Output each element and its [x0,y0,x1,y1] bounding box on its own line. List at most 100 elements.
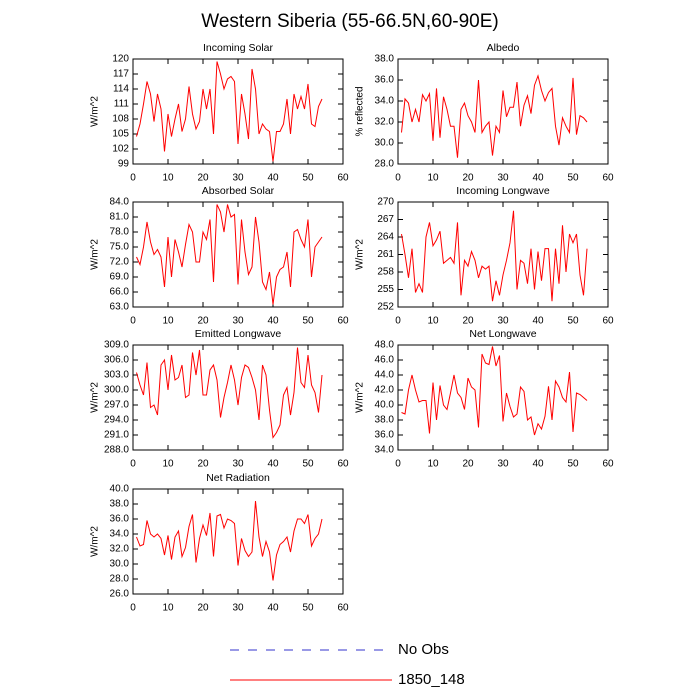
data-line [401,210,588,302]
plot-frame [132,488,344,595]
y-tick-label: 300.0 [104,385,129,396]
y-tick-label: 297.0 [104,400,129,411]
y-tick-label: 32.0 [375,117,395,128]
data-line [401,346,588,436]
x-tick-label: 40 [267,459,279,470]
panel-title: Net Radiation [206,472,270,484]
y-tick-label: 44.0 [375,370,395,381]
y-tick-label: 303.0 [104,370,129,381]
x-tick-label: 50 [567,459,579,470]
data-line [136,204,323,305]
y-tick-label: 267 [377,214,394,225]
y-tick-label: 72.0 [110,257,130,268]
y-tick-label: 40.0 [110,484,130,495]
y-tick-label: 40.0 [375,400,395,411]
plot-frame [397,344,609,451]
x-tick-label: 20 [462,316,474,327]
y-tick-label: 105 [112,129,129,140]
y-tick-label: 66.0 [110,287,130,298]
y-tick-label: 309.0 [104,340,129,351]
y-tick-label: 36.0 [375,75,395,86]
x-tick-label: 30 [232,316,244,327]
x-tick-label: 60 [602,173,614,184]
plot-frame [132,58,344,165]
x-tick-label: 20 [197,459,209,470]
y-tick-label: 252 [377,302,394,313]
y-tick-label: 48.0 [375,340,395,351]
y-tick-label: 108 [112,114,129,125]
y-axis-label: W/m^2 [90,239,101,270]
legend-label: No Obs [398,641,449,658]
y-tick-label: 117 [113,69,129,80]
x-tick-label: 50 [302,173,314,184]
y-tick-label: 38.0 [375,415,395,426]
y-tick-label: 28.0 [375,159,395,170]
x-tick-label: 20 [197,173,209,184]
x-tick-label: 30 [497,459,509,470]
x-tick-label: 60 [337,459,349,470]
legend-label: 1850_148 [398,671,465,688]
y-tick-label: 261 [377,249,394,260]
x-tick-label: 0 [395,173,401,184]
data-line [136,347,323,439]
y-tick-label: 42.0 [375,385,395,396]
x-tick-label: 0 [130,459,136,470]
y-tick-label: 32.0 [110,544,130,555]
y-tick-label: 78.0 [110,227,130,238]
x-tick-label: 60 [602,316,614,327]
x-tick-label: 10 [162,316,174,327]
data-line [401,74,588,158]
x-tick-label: 40 [267,603,279,614]
plot-frame [132,344,344,451]
y-tick-label: 294.0 [104,415,129,426]
y-tick-label: 114 [113,84,129,95]
figure-title: Western Siberia (55-66.5N,60-90E) [201,11,498,32]
panel-title: Emitted Longwave [195,328,282,340]
panel-title: Absorbed Solar [202,185,275,197]
data-line [136,500,323,581]
y-tick-label: 270 [377,197,394,208]
plot-frame [397,201,609,308]
x-tick-label: 30 [232,459,244,470]
panel-title: Incoming Longwave [456,185,550,197]
y-axis-label: W/m^2 [355,239,366,270]
y-tick-label: 84.0 [110,197,130,208]
y-tick-label: 38.0 [110,499,130,510]
y-tick-label: 306.0 [104,355,129,366]
y-tick-label: 81.0 [110,212,130,223]
y-axis-label: W/m^2 [355,382,366,413]
y-tick-label: 34.0 [375,96,395,107]
x-tick-label: 30 [232,603,244,614]
x-tick-label: 40 [267,316,279,327]
x-tick-label: 50 [567,173,579,184]
plot-frame [397,58,609,165]
y-axis-label: % reflected [355,86,366,136]
y-tick-label: 38.0 [375,54,395,65]
y-tick-label: 99 [118,159,130,170]
x-tick-label: 50 [302,603,314,614]
x-tick-label: 50 [302,459,314,470]
x-tick-label: 50 [567,316,579,327]
y-tick-label: 46.0 [375,355,395,366]
x-tick-label: 10 [427,459,439,470]
x-tick-label: 40 [267,173,279,184]
x-tick-label: 0 [130,173,136,184]
panel-title: Incoming Solar [203,42,274,54]
y-tick-label: 102 [112,144,129,155]
y-axis-label: W/m^2 [90,96,101,127]
y-axis-label: W/m^2 [90,526,101,557]
y-tick-label: 120 [112,54,129,65]
x-tick-label: 20 [197,603,209,614]
x-tick-label: 0 [130,603,136,614]
plot-frame [132,201,344,308]
y-tick-label: 255 [377,284,394,295]
y-axis-label: W/m^2 [90,382,101,413]
x-tick-label: 20 [462,173,474,184]
y-tick-label: 111 [114,99,130,110]
x-tick-label: 30 [497,173,509,184]
panel-title: Net Longwave [469,328,536,340]
y-tick-label: 288.0 [104,445,129,456]
x-tick-label: 60 [337,316,349,327]
y-tick-label: 28.0 [110,574,130,585]
